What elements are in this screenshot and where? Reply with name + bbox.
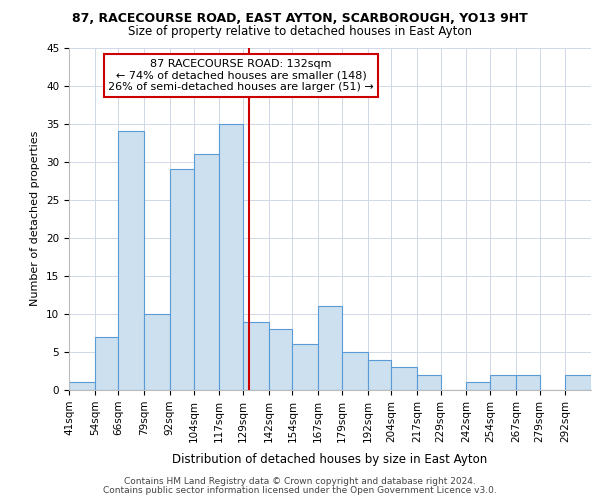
Bar: [69, 382, 95, 390]
Text: Size of property relative to detached houses in East Ayton: Size of property relative to detached ho…: [128, 25, 472, 38]
Bar: [144, 314, 170, 390]
Bar: [219, 124, 243, 390]
Bar: [516, 375, 539, 390]
Bar: [292, 344, 318, 390]
Bar: [391, 367, 417, 390]
Bar: [194, 154, 219, 390]
Text: Contains public sector information licensed under the Open Government Licence v3: Contains public sector information licen…: [103, 486, 497, 495]
Bar: [490, 375, 516, 390]
Bar: [269, 329, 292, 390]
Bar: [95, 336, 118, 390]
Bar: [243, 322, 269, 390]
Bar: [318, 306, 342, 390]
Bar: [466, 382, 490, 390]
Y-axis label: Number of detached properties: Number of detached properties: [31, 131, 40, 306]
Bar: [565, 375, 591, 390]
Bar: [342, 352, 368, 390]
Text: 87, RACECOURSE ROAD, EAST AYTON, SCARBOROUGH, YO13 9HT: 87, RACECOURSE ROAD, EAST AYTON, SCARBOR…: [72, 12, 528, 26]
X-axis label: Distribution of detached houses by size in East Ayton: Distribution of detached houses by size …: [172, 453, 488, 466]
Bar: [118, 131, 144, 390]
Bar: [417, 375, 441, 390]
Bar: [368, 360, 391, 390]
Text: 87 RACECOURSE ROAD: 132sqm
← 74% of detached houses are smaller (148)
26% of sem: 87 RACECOURSE ROAD: 132sqm ← 74% of deta…: [108, 59, 374, 92]
Bar: [170, 170, 194, 390]
Text: Contains HM Land Registry data © Crown copyright and database right 2024.: Contains HM Land Registry data © Crown c…: [124, 477, 476, 486]
